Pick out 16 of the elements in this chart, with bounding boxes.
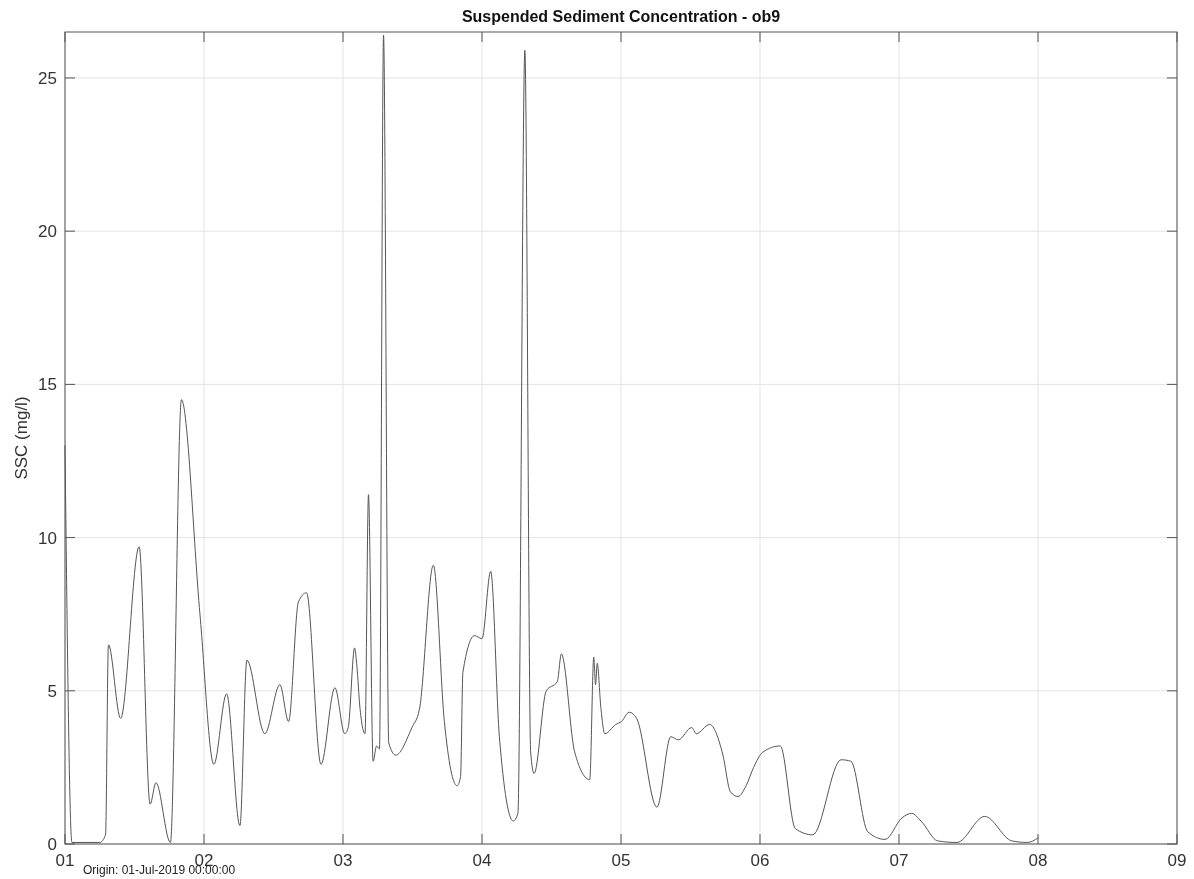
x-tick-label: 07: [889, 851, 909, 870]
x-tick-label: 09: [1167, 851, 1187, 870]
y-tick-label: 5: [47, 681, 57, 701]
chart-title: Suspended Sediment Concentration - ob9: [461, 8, 781, 25]
x-tick-label: 08: [1028, 851, 1048, 870]
x-tick-label: 05: [611, 851, 631, 870]
y-tick-label: 15: [38, 375, 57, 395]
y-tick-label: 10: [38, 528, 57, 548]
x-tick-label: 06: [750, 851, 770, 870]
y-tick-label: 25: [38, 68, 57, 88]
x-tick-label: 03: [333, 851, 353, 870]
x-tick-label: 01: [55, 851, 75, 870]
y-tick-label: 0: [47, 835, 57, 854]
x-tick-label: 04: [472, 851, 492, 870]
y-tick-label: 20: [38, 222, 57, 242]
y-axis-title: SSC (mg/l): [12, 396, 31, 480]
